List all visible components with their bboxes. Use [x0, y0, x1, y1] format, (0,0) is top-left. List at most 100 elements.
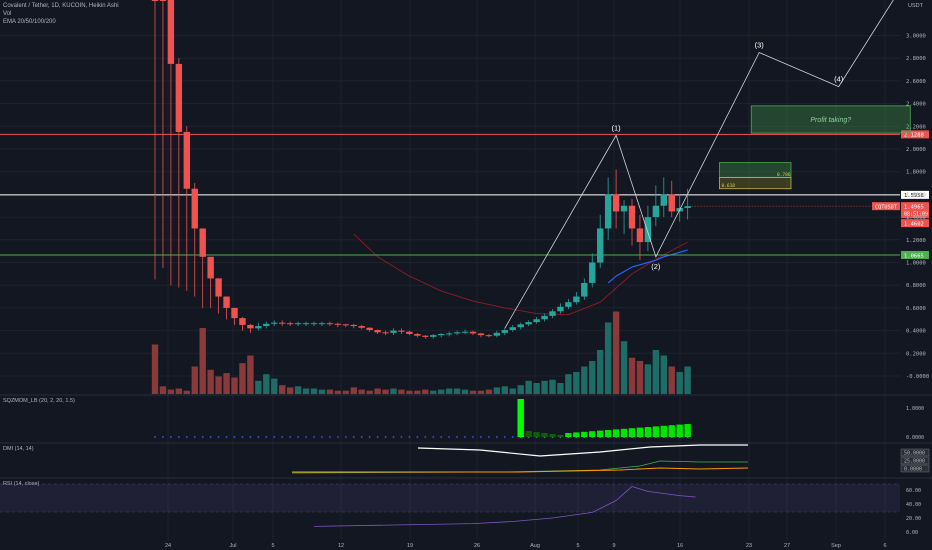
level-tag: [901, 250, 929, 259]
candle: [286, 321, 294, 327]
volume-bar: [541, 380, 548, 394]
volume-bar: [477, 390, 485, 394]
candle: [652, 185, 660, 227]
time-axis[interactable]: 24 Jul 5 12 19 26 Aug 5 9 16 23 27 Sep 6: [165, 543, 887, 549]
sqz-bar: [652, 426, 660, 437]
candle-body: [628, 205, 636, 229]
sqz-bar: [573, 432, 580, 437]
volume-bar: [573, 372, 580, 394]
candle: [271, 320, 278, 327]
sqz-dot: [329, 436, 331, 438]
candle-body: [318, 323, 326, 325]
candle: [660, 177, 667, 218]
volume-bar: [398, 389, 405, 394]
sqz-dot: [432, 436, 435, 438]
symbol-title: Covalent / Tether, 1D, KUCOIN, Heikin As…: [3, 3, 119, 9]
sqz-bar: [541, 433, 548, 437]
candle: [263, 321, 270, 329]
candle-body: [366, 327, 373, 331]
sqz-bar: [597, 430, 604, 437]
candle: [581, 278, 588, 300]
indicator-bands: [0, 394, 932, 513]
sqz-bar: [589, 431, 596, 437]
sqz-bar: [557, 435, 564, 437]
candle-body: [541, 315, 548, 320]
volume-bar: [310, 388, 318, 394]
level-tag-label: 1.0665: [904, 253, 924, 259]
candle: [422, 335, 429, 339]
volume-bar: [676, 372, 683, 394]
volume-bar: [286, 387, 294, 394]
sqz-dot: [503, 436, 506, 438]
target-box-label: Profit taking?: [810, 117, 851, 124]
sqz-dot: [424, 436, 427, 438]
elliott-wave-path[interactable]: (1) (2) (3) (4): [504, 0, 911, 329]
sqz-bar: [660, 425, 667, 437]
sqz-dot: [281, 436, 284, 438]
candle-body: [342, 324, 349, 326]
candle-body: [151, 0, 159, 1]
candle-body: [604, 194, 612, 229]
sqz-dot: [185, 436, 188, 438]
price-tick: 1.4000: [906, 215, 926, 221]
candle: [438, 332, 445, 338]
sqz-dot: [384, 436, 387, 438]
candle-body: [159, 0, 167, 1]
candle-body: [660, 194, 667, 206]
candle-body: [207, 256, 214, 279]
candle-body: [302, 323, 310, 325]
low-price-label: 1.4602: [904, 221, 924, 227]
volume-bar: [382, 389, 389, 394]
time-tick: 27: [784, 543, 790, 549]
candle: [223, 296, 230, 320]
time-tick: 23: [746, 543, 752, 549]
time-tick: 24: [165, 543, 171, 549]
volume-bar: [207, 369, 214, 394]
sqz-dot: [480, 436, 482, 438]
target-boxes[interactable]: Profit taking? 0.618 0.786: [719, 105, 911, 189]
candle: [469, 330, 477, 336]
candle: [207, 256, 214, 308]
volume-bar: [501, 386, 508, 394]
sqz-dot: [313, 436, 315, 438]
candle: [191, 183, 198, 297]
volume-label: Vol: [3, 11, 12, 17]
sqz-bar: [636, 427, 644, 437]
candle: [167, 0, 175, 286]
wave-line: [504, 0, 894, 329]
candle: [461, 329, 469, 335]
price-tick: 0.6000: [906, 306, 926, 312]
candle: [334, 322, 342, 328]
volume-bar: [350, 387, 357, 394]
candle: [159, 0, 167, 269]
sqz-bar: [565, 433, 572, 437]
price-axis[interactable]: USDT 3.0000 2.8000 2.6000 2.4000 2.2000 2.0000…: [906, 3, 929, 380]
indicator-panes: SQZMOM_LB (20, 2, 20, 1.5) 1.0000 0.0000 DM…: [3, 398, 930, 536]
sqz-dot: [495, 436, 498, 438]
fib-label: 0.618: [721, 183, 735, 189]
candle: [517, 322, 524, 330]
time-tick: 16: [677, 543, 683, 549]
volume-bar: [326, 389, 334, 394]
dmi-tag: [900, 448, 930, 457]
sqz-bar: [517, 399, 524, 437]
candle-body: [223, 296, 230, 308]
time-tick: Aug: [530, 543, 540, 549]
volume-bar: [302, 388, 310, 394]
candle: [302, 321, 310, 327]
volume-bar: [390, 388, 397, 394]
candle-body: [430, 335, 437, 337]
volume-bar: [334, 390, 342, 394]
sqz-bar: [668, 425, 675, 437]
level-tag: [901, 190, 929, 199]
candle: [477, 332, 485, 338]
candle-body: [620, 205, 628, 212]
price-tick: 2.8000: [906, 56, 926, 62]
sqz-bar: [525, 431, 532, 437]
current-price-tag: [901, 202, 929, 219]
sqz-dot: [233, 436, 236, 438]
sqz-bar: [620, 428, 628, 437]
candle-body: [183, 131, 190, 189]
